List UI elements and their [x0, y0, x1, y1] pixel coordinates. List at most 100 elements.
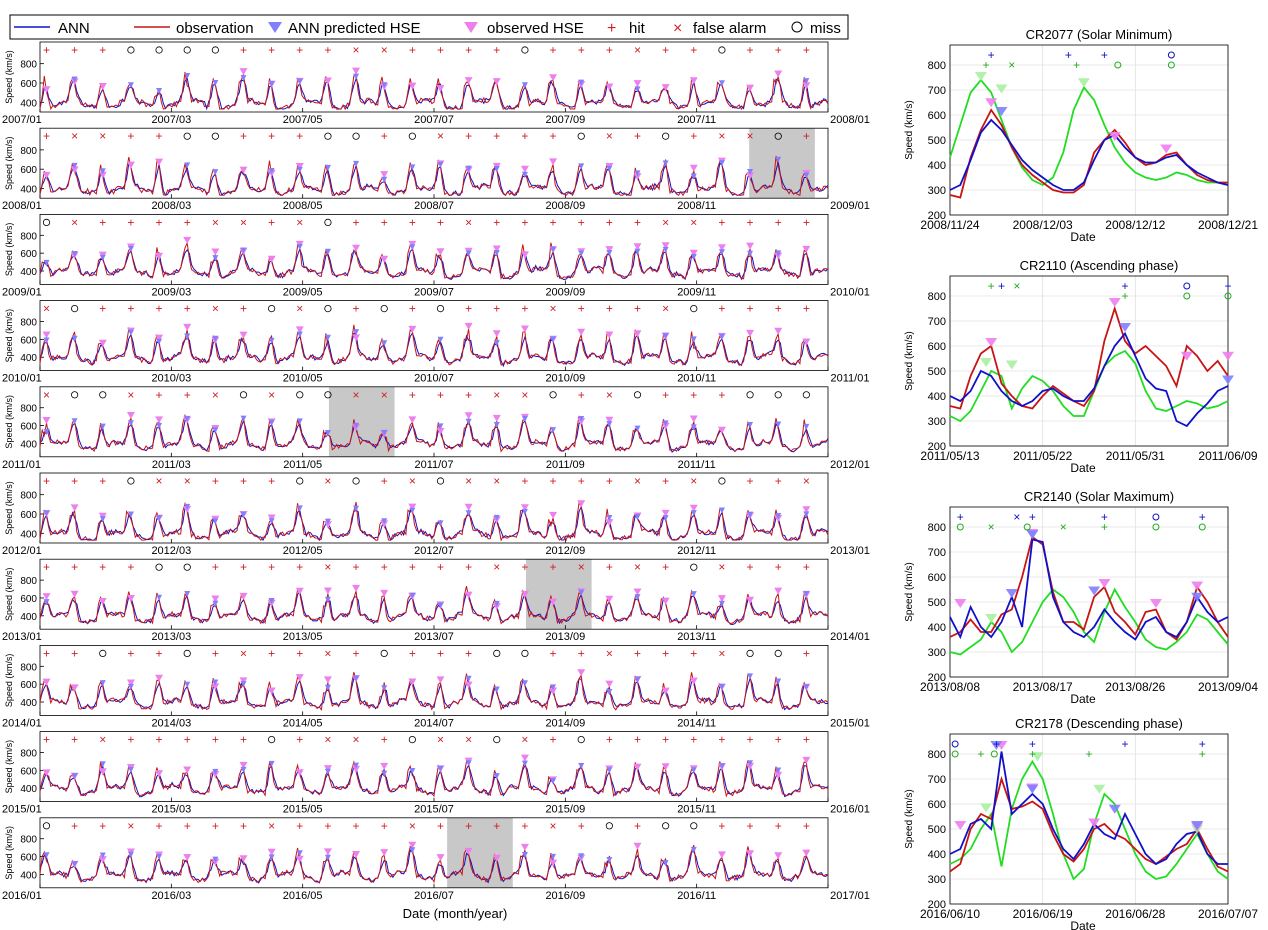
y-tick-label: 600 — [20, 79, 37, 90]
x-tick-label: 2014/07 — [414, 717, 454, 729]
y-axis-label: Speed (km/s) — [904, 789, 915, 848]
ann-hse-marker — [690, 591, 697, 598]
ann-hse-marker — [240, 766, 247, 773]
hit-marker: + — [268, 43, 275, 57]
ann-hse-marker — [43, 337, 50, 344]
ann-hse-marker — [268, 760, 275, 767]
x-tick-label: 2008/12/03 — [1013, 218, 1073, 232]
panel-frame — [949, 44, 1229, 216]
observed-hse-marker — [239, 592, 248, 600]
legend-ann-label: ANN — [58, 20, 90, 37]
ann-hse-marker — [634, 425, 641, 432]
ann-hse-marker — [718, 600, 725, 607]
false-alarm-marker: × — [324, 560, 331, 574]
miss-marker — [296, 477, 304, 485]
miss-marker — [690, 822, 698, 830]
y-tick-label: 600 — [928, 799, 946, 811]
ann-hse-marker — [578, 163, 585, 170]
miss-marker — [493, 735, 501, 744]
x-tick-label: 2011/05/13 — [920, 449, 979, 463]
miss-marker — [521, 46, 529, 54]
x-tick-label: 2008/01 — [830, 114, 870, 126]
hit-marker: + — [240, 129, 247, 143]
ann-hse-marker — [324, 334, 331, 341]
y-axis-label: Speed (km/s) — [4, 740, 14, 794]
hit-marker: + — [127, 302, 134, 316]
observed-hse-marker — [323, 676, 332, 684]
ann-hse-marker — [775, 421, 782, 428]
hit-marker: + — [606, 474, 613, 488]
observed-hse-marker — [746, 596, 755, 604]
observation-line — [949, 108, 1228, 199]
ann-hse-marker — [127, 246, 134, 253]
hit-marker: + — [1101, 48, 1108, 62]
hit-marker: + — [1122, 737, 1129, 751]
hit-marker: + — [606, 215, 613, 229]
green-hit-marker: + — [1122, 289, 1129, 303]
false-alarm-marker: × — [127, 388, 134, 402]
observed-hse-marker — [352, 334, 361, 342]
ann-hse-marker — [268, 419, 275, 426]
ann-hse-marker — [662, 333, 669, 340]
observed-hse-marker — [492, 414, 501, 422]
observed-hse-marker — [42, 171, 51, 179]
cr-panel-4: CR2178 (Descending phase) 200 300 400 500 600… — [904, 716, 1258, 930]
false-alarm-marker: × — [353, 388, 360, 402]
ann-hse-marker — [381, 685, 388, 692]
observed-hse-marker — [1191, 581, 1204, 591]
x-tick-label: 2016/07 — [414, 890, 454, 902]
hit-marker: + — [71, 819, 78, 833]
x-tick-label: 2013/09/04 — [1198, 680, 1258, 694]
ann-hse-marker — [99, 168, 106, 175]
year-panel-2011: 400 600 800 Speed (km/s) 2011/01 2011/03 2011/… — [2, 386, 870, 471]
x-tick-label: 2008/09 — [545, 200, 585, 212]
hit-marker: + — [634, 302, 641, 316]
x-tick-label: 2011/05/22 — [1013, 449, 1072, 463]
hit-marker: + — [550, 733, 557, 747]
green-line — [949, 349, 1229, 423]
observed-hse-marker — [436, 854, 445, 862]
hit-marker: + — [775, 302, 782, 316]
x-tick-label: 2016/01 — [830, 804, 870, 816]
observed-hse-marker — [323, 587, 332, 595]
ann-hse-marker — [71, 76, 78, 83]
hit-marker: + — [606, 560, 613, 574]
ann-hse-marker — [690, 767, 697, 774]
observed-hse-marker — [464, 681, 473, 689]
hit-marker: + — [634, 733, 641, 747]
x-tick-label: 2011/07 — [415, 459, 454, 471]
x-tick-label: 2016/07/07 — [1198, 907, 1258, 921]
hit-marker: + — [634, 129, 641, 143]
observed-hse-marker — [520, 590, 529, 598]
miss-marker — [42, 218, 51, 226]
year-panel-2008: 400 600 800 Speed (km/s) 2008/01 2008/03 2008/… — [2, 127, 870, 212]
false-alarm-marker: × — [296, 302, 303, 316]
y-tick-label: 600 — [20, 680, 37, 691]
miss-marker — [380, 649, 388, 658]
hit-marker: + — [550, 646, 557, 660]
observed-hse-marker — [380, 589, 389, 597]
y-tick-label: 800 — [20, 749, 37, 760]
green-hse-marker — [980, 358, 993, 367]
legend-hit-label: hit — [629, 20, 646, 37]
observed-hse-marker — [155, 770, 164, 778]
hit-marker: + — [184, 733, 191, 747]
miss-marker — [774, 649, 782, 658]
hit-marker: + — [409, 646, 416, 660]
y-tick-label: 600 — [20, 422, 37, 433]
green-miss-marker — [990, 750, 998, 758]
ann-hse-marker — [381, 770, 388, 777]
x-tick-label: 2009/03 — [151, 286, 191, 298]
false-alarm-marker: × — [212, 302, 219, 316]
y-tick-label: 400 — [928, 391, 946, 403]
ann-hse-marker — [775, 156, 782, 163]
false-alarm-marker: × — [381, 388, 388, 402]
x-tick-label: 2009/07 — [414, 286, 454, 298]
ann-hse-marker — [99, 761, 106, 768]
x-tick-label: 2016/06/19 — [1013, 907, 1073, 921]
observed-hse-marker — [211, 248, 220, 256]
legend-ann-hse-marker — [268, 22, 282, 33]
hit-marker: + — [409, 215, 416, 229]
false-alarm-marker: × — [156, 474, 163, 488]
observed-hse-marker — [520, 325, 529, 333]
